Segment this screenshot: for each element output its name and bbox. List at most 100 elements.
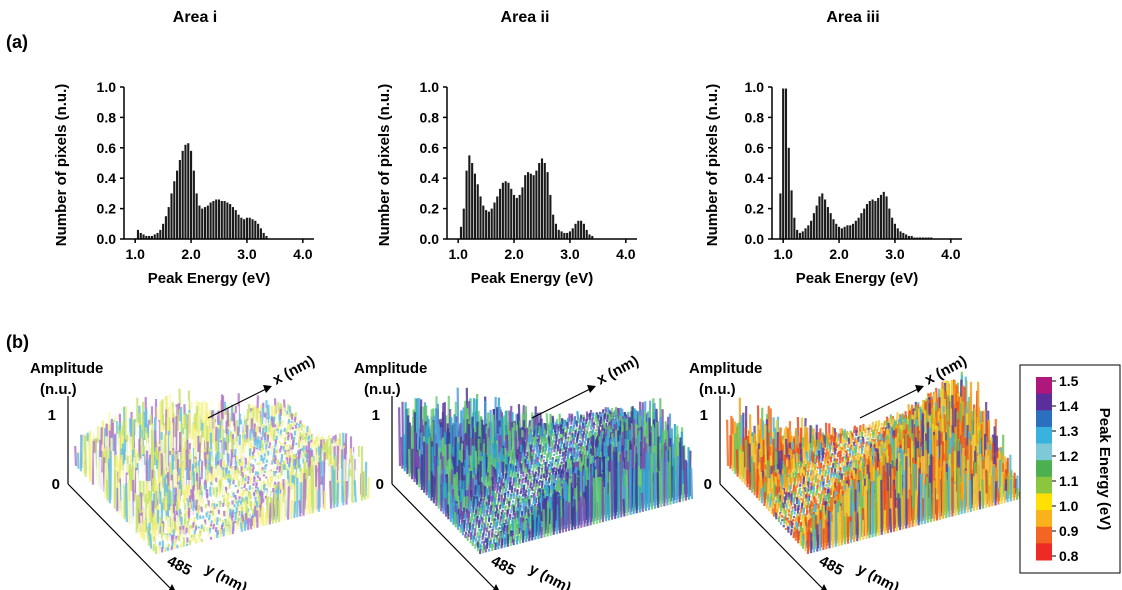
surface-spike bbox=[289, 424, 292, 431]
surface-spike bbox=[569, 447, 573, 455]
surface-spike bbox=[104, 463, 107, 499]
bar bbox=[568, 231, 571, 239]
surface-spike bbox=[625, 469, 629, 516]
surface-spike bbox=[224, 519, 228, 527]
x-tick-label: 4.0 bbox=[616, 246, 636, 262]
surface-spike bbox=[605, 414, 609, 423]
surface-spike bbox=[506, 490, 510, 495]
surface-spike bbox=[548, 460, 552, 464]
surface-spike bbox=[492, 538, 496, 545]
surface-spike bbox=[225, 500, 229, 507]
surface-spike bbox=[400, 436, 404, 469]
surface-spike bbox=[294, 424, 298, 429]
surface-spike bbox=[598, 476, 602, 523]
surface-spike bbox=[299, 420, 302, 425]
y-tick-label: 1.0 bbox=[745, 79, 765, 95]
surface-spike bbox=[230, 505, 234, 509]
surface-spike bbox=[225, 480, 229, 487]
bar bbox=[538, 163, 541, 239]
surface-spike bbox=[510, 504, 514, 510]
z-axis-label: Amplitude bbox=[30, 360, 103, 377]
surface-spike bbox=[663, 442, 667, 507]
surface-spike bbox=[254, 483, 258, 489]
surface-spike bbox=[562, 457, 566, 464]
surface-spike bbox=[278, 465, 282, 473]
surface-spike bbox=[132, 516, 136, 531]
surface-spike bbox=[329, 480, 333, 509]
surface-spike bbox=[172, 529, 176, 537]
surface-spike bbox=[505, 499, 509, 505]
surface-spike bbox=[477, 484, 480, 502]
bar bbox=[504, 181, 507, 239]
bar bbox=[145, 235, 148, 239]
surface-spike bbox=[586, 479, 590, 527]
surface-spike bbox=[79, 435, 83, 472]
surface-spike bbox=[581, 422, 585, 429]
surface-spike bbox=[254, 431, 257, 443]
x-tick-label: 3.0 bbox=[560, 246, 580, 262]
bar bbox=[201, 208, 204, 239]
y-axis-arrowhead bbox=[169, 584, 175, 590]
bar bbox=[262, 232, 265, 239]
surface-spike bbox=[248, 455, 252, 461]
x-tick-label: 1.0 bbox=[448, 246, 468, 262]
surface-spike bbox=[214, 516, 217, 520]
surface-spike bbox=[254, 471, 258, 476]
bar bbox=[580, 220, 583, 239]
surface-spike bbox=[524, 476, 528, 483]
surface-spike bbox=[204, 503, 208, 509]
z-tick-bottom: 0 bbox=[52, 476, 60, 493]
surface-spike bbox=[512, 509, 516, 516]
surface-spike bbox=[185, 527, 188, 534]
bar bbox=[198, 205, 201, 239]
surface-spike bbox=[308, 428, 311, 436]
bar bbox=[220, 201, 223, 239]
x-tick-label: 2.0 bbox=[181, 246, 201, 262]
surface-spike bbox=[267, 459, 271, 463]
bar bbox=[843, 226, 846, 239]
bar bbox=[832, 219, 835, 239]
surface-spike bbox=[215, 520, 219, 526]
surface-spike bbox=[503, 537, 507, 548]
surface-spike bbox=[487, 495, 491, 506]
surface-spike bbox=[484, 536, 487, 540]
surface-spike bbox=[528, 530, 531, 542]
surface-spike bbox=[581, 434, 584, 442]
surface-spike bbox=[589, 474, 593, 526]
surface-spike bbox=[288, 438, 292, 444]
surface-spike bbox=[205, 497, 208, 505]
surface-spike bbox=[535, 496, 539, 501]
bar bbox=[838, 226, 841, 239]
surface-spike bbox=[515, 518, 519, 525]
surface-spike bbox=[301, 434, 305, 441]
bar bbox=[913, 237, 916, 239]
surface-spike bbox=[244, 418, 248, 436]
surface-spike bbox=[278, 413, 281, 424]
bar bbox=[485, 210, 488, 239]
surface-area-ii: Amplitude(n.u.)10x (nm)485 y (nm) bbox=[354, 352, 694, 590]
surface-spike bbox=[589, 436, 593, 447]
surface-spike bbox=[363, 471, 366, 500]
surface-spike bbox=[185, 484, 189, 500]
bar bbox=[167, 207, 170, 239]
bar bbox=[226, 202, 229, 239]
surface-spike bbox=[665, 450, 669, 506]
y-tick-label: 0.2 bbox=[745, 201, 765, 217]
surface-spike bbox=[500, 538, 504, 549]
surface-spike bbox=[191, 522, 195, 529]
surface-spike bbox=[249, 476, 253, 481]
surface-spike bbox=[242, 467, 246, 472]
surface-spike bbox=[240, 486, 244, 490]
surface-spike bbox=[178, 508, 182, 522]
bar bbox=[192, 170, 195, 239]
surface-spike bbox=[488, 486, 492, 499]
x-axis-arrowhead bbox=[263, 385, 272, 393]
bar bbox=[265, 235, 268, 239]
surface-spike bbox=[268, 423, 272, 429]
surface-spike bbox=[526, 485, 529, 490]
surface-spike bbox=[583, 422, 587, 428]
bar bbox=[574, 223, 577, 239]
surface-spike bbox=[137, 523, 141, 536]
surface-spike bbox=[469, 540, 473, 544]
surface-spike bbox=[578, 419, 582, 427]
